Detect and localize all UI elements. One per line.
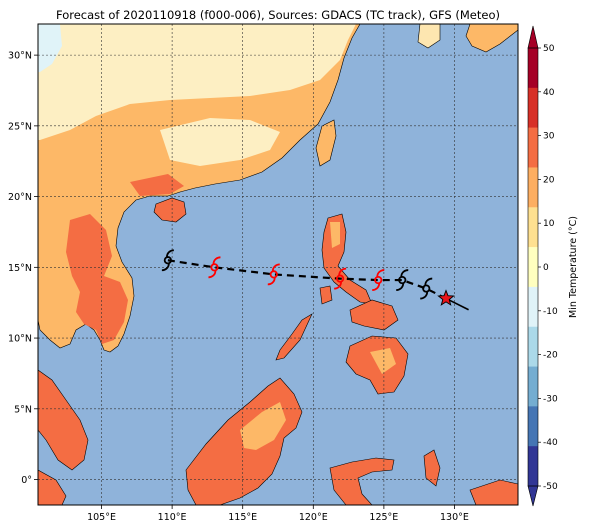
land-mindoro [319,285,333,305]
land-cool-north [38,24,356,140]
colorbar-segment [528,48,538,89]
cyclone-symbol-icon [396,269,409,291]
cyclone-symbol-icon [372,269,385,291]
land-hainan [153,197,187,223]
colorbar-segment [528,326,538,367]
colorbar-tick-label: -20 [543,351,558,361]
cyclone-symbol-icon [267,263,280,286]
map-axis-ticks: 105°E 110°E 115°E 120°E 125°E 130°E 0° 5°N 10°N 1… [8,51,469,523]
lon-tick-label: 105°E [87,512,116,523]
land-borneo-highland [240,402,286,450]
colorbar-segment [528,87,538,128]
land-mindanao [345,335,409,395]
land-new-guinea [469,479,518,505]
lat-tick-label: 15°N [8,263,32,274]
colorbar-label: Min Temperature (°C) [568,216,579,318]
colorbar-segment [528,167,538,208]
land-warm-south-china [130,174,184,196]
land-palawan [275,313,313,361]
colorbar-segment [528,406,538,447]
colorbar-over-arrow [527,25,539,49]
land-visayas [349,299,399,331]
cyclone-symbol-icon [161,249,174,272]
lon-tick-label: 125°E [369,512,398,523]
colorbar-tick-label: -10 [543,307,558,317]
land-luzon-highland [330,222,340,248]
land-coldest [38,24,62,72]
graticule [38,24,518,505]
forecast-track-line [167,259,447,300]
land-mindanao-highland [370,348,396,374]
lon-tick-label: 110°E [158,512,187,523]
colorbar-tick-label: -30 [543,394,558,404]
colorbar: -50 -40 -30 -20 -10 0 10 20 30 40 50 Min Temperatur… [527,25,579,507]
map-plot-area [38,24,518,505]
colorbar-segment [528,446,538,487]
cyclone-symbol-icon [208,256,221,279]
lat-tick-label: 0° [21,475,32,486]
cyclone-track [161,249,469,311]
land-sulawesi [329,457,395,505]
map-frame [37,23,519,506]
colorbar-segment [528,247,538,288]
colorbar-segment [528,127,538,168]
colorbar-segment [528,207,538,248]
land-malay-peninsula [38,369,89,471]
colorbar-tick-label: -50 [543,482,558,492]
land-taiwan [315,119,337,167]
colorbar-tick-label: 50 [543,44,555,54]
lon-tick-label: 130°E [440,512,469,523]
lat-tick-label: 5°N [14,404,32,415]
colorbar-tick-label: 10 [543,219,555,229]
land-sumatra [38,469,67,505]
lat-tick-label: 25°N [8,121,32,132]
colorbar-segment [528,286,538,328]
colorbar-segment [528,366,538,407]
land-halmahera [423,449,441,487]
land-korea [417,24,441,49]
colorbar-tick-label: 0 [543,263,549,273]
lat-tick-label: 30°N [8,51,32,62]
colorbar-tick-label: 20 [543,175,555,185]
colorbar-tick-label: 30 [543,132,555,142]
lat-tick-label: 20°N [8,192,32,203]
colorbar-under-arrow [527,485,539,507]
lon-tick-label: 115°E [228,512,257,523]
cyclone-symbol-icon [334,267,347,290]
cyclone-symbol-icon [420,277,433,300]
land-japan [465,24,518,53]
land-warm-indochina [66,214,128,344]
colorbar-tick-label: -40 [543,438,558,448]
lon-tick-label: 120°E [299,512,328,523]
land-cool-hills [160,118,280,166]
colorbar-tick-label: 40 [543,88,555,98]
map-title: Forecast of 2020110918 (f000-006), Sourc… [56,8,500,22]
current-position-star-icon [437,289,455,306]
lat-tick-label: 10°N [8,334,32,345]
